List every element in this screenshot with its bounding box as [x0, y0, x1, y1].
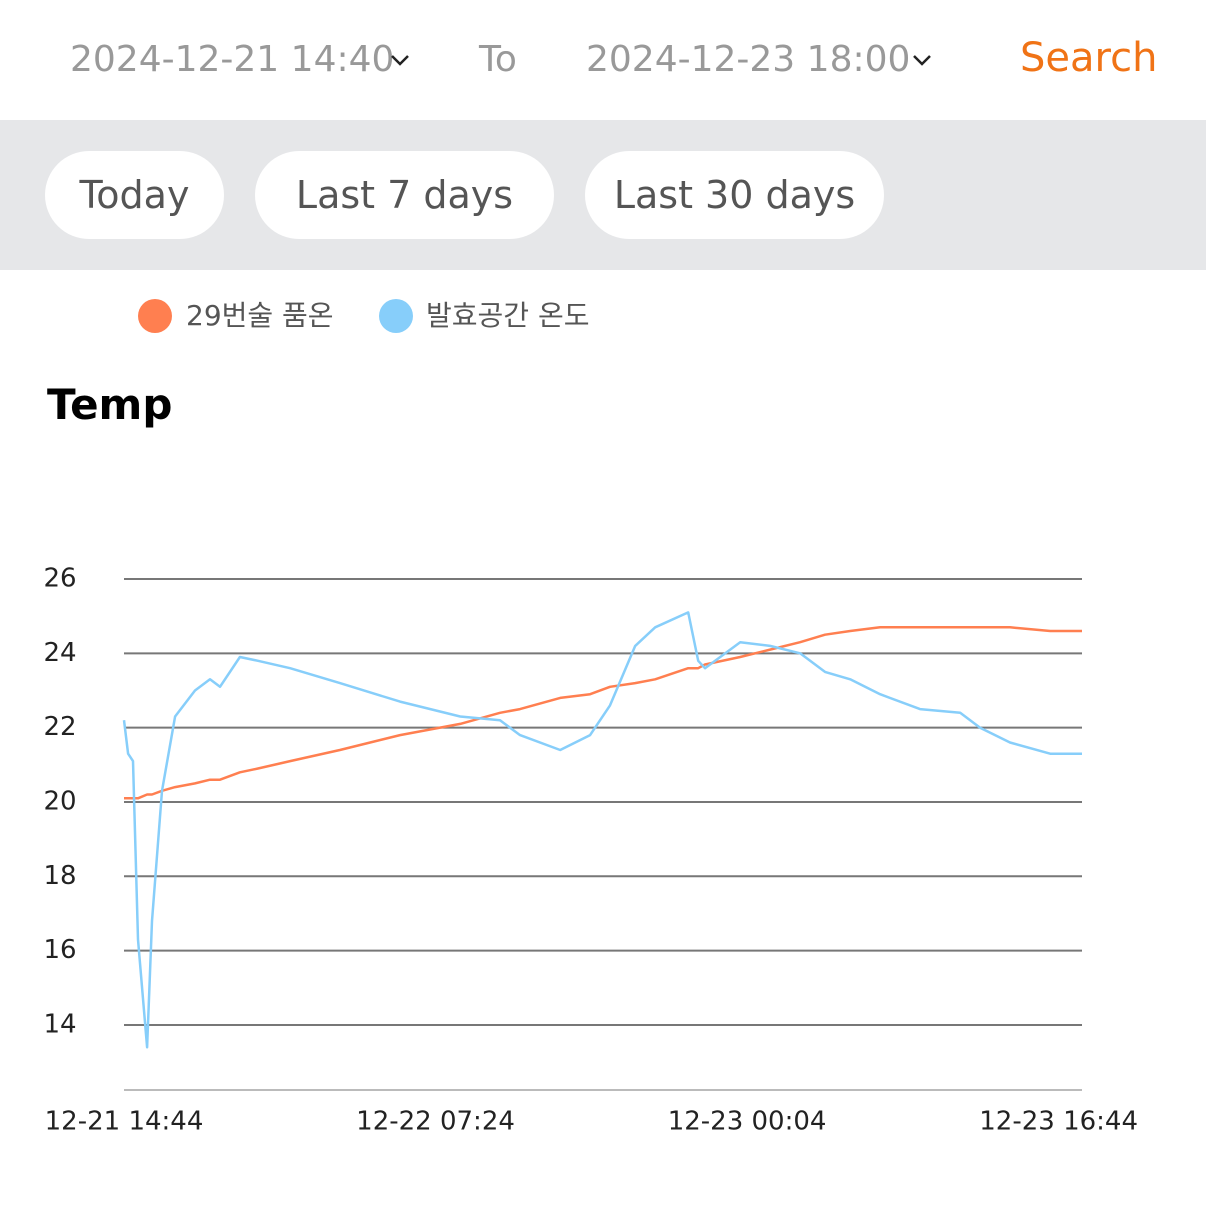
range-button[interactable]: Last 7 days [255, 151, 554, 239]
y-tick-label: 14 [43, 1009, 76, 1039]
legend-label[interactable]: 29번술 품온 [186, 299, 334, 332]
x-tick-label: 12-23 00:04 [668, 1107, 827, 1137]
series-line [124, 626, 1082, 800]
legend-label[interactable]: 발효공간 온도 [426, 299, 590, 332]
x-tick-label: 12-21 14:44 [45, 1107, 204, 1137]
range-button[interactable]: Last 30 days [585, 151, 884, 239]
search-button[interactable]: Search [1020, 35, 1158, 81]
y-tick-label: 24 [43, 638, 76, 668]
chart-title: Temp [47, 380, 173, 429]
chevron [913, 55, 931, 66]
chart: 14 16 18 20 22 24 26 12-21 14:44 12-22 07:24 12-2… [43, 564, 1138, 1137]
y-tick-label: 18 [43, 861, 76, 891]
y-tick-label: 22 [43, 712, 76, 742]
chevron [391, 55, 409, 66]
x-tick-label: 12-22 07:24 [356, 1107, 515, 1137]
start-date[interactable]: 2024-12-21 14:40 [70, 39, 395, 80]
y-tick-label: 20 [43, 786, 76, 816]
legend-swatch[interactable] [379, 299, 413, 333]
range-bar: Today Last 7 days Last 30 days [0, 120, 1206, 270]
y-tick-label: 16 [43, 935, 76, 965]
to-label: To [479, 39, 517, 80]
range-button[interactable]: Today [45, 151, 224, 239]
y-tick-label: 26 [43, 564, 76, 594]
end-date[interactable]: 2024-12-23 18:00 [586, 39, 911, 80]
series-line [122, 611, 1082, 1049]
x-tick-label: 12-23 16:44 [979, 1107, 1138, 1137]
legend-swatch[interactable] [138, 299, 172, 333]
